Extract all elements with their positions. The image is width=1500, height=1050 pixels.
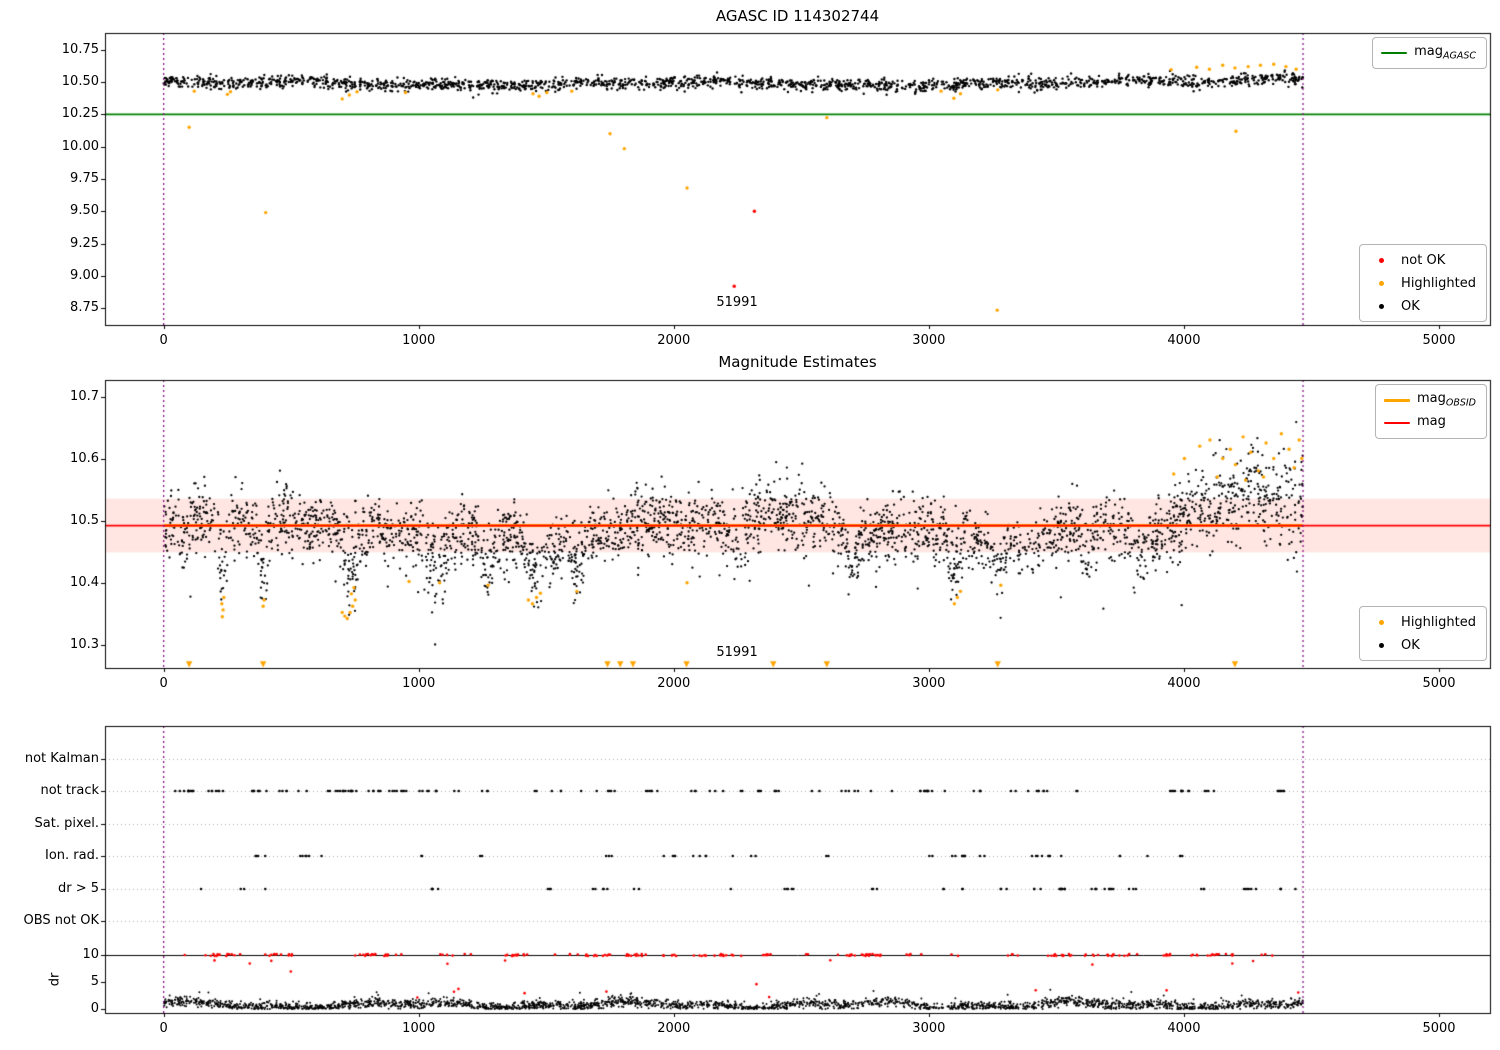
y-tick-label: 10.00 [61,138,99,154]
y-tick-label: 10.7 [70,389,99,405]
legend-label: Highlighted [1401,275,1476,291]
y-tick-label: 10.50 [61,74,99,90]
flag-category-label: OBS not OK [23,913,100,928]
highlighted-dot-swatch [1368,280,1394,286]
y-tick-label: 8.75 [70,300,99,316]
x-tick-label: 3000 [912,1021,946,1036]
x-tick-label: 1000 [402,333,436,348]
flag-category-label: Sat. pixel. [34,816,99,831]
y-tick-label: 9.75 [70,171,99,186]
dr-tick-label: 10 [82,947,99,962]
plot2-title: Magnitude Estimates [718,353,877,371]
x-tick-label: 3000 [912,333,946,348]
x-tick-label: 2000 [657,1021,691,1036]
x-tick-label: 2000 [657,333,691,348]
x-tick-label: 2000 [657,676,691,691]
legend-entry-ok: OK [1368,635,1476,655]
mag-agasc-line-swatch [1381,52,1408,54]
dr-tick-label: 0 [90,1001,99,1016]
flag-category-label: dr > 5 [57,881,99,896]
y-tick-label: 10.6 [70,451,99,467]
x-tick-label: 4000 [1167,333,1201,348]
legend-entry-mag-obsid: magOBSID [1383,390,1476,410]
ok-dot-swatch [1368,303,1394,309]
highlighted-dot-swatch [1368,619,1394,625]
x-tick-label: 0 [159,1021,168,1036]
y-tick-label: 10.75 [61,41,99,57]
flag-category-label: Ion. rad. [45,848,99,863]
plot1-marker-legend: not OK Highlighted OK [1359,244,1487,322]
x-tick-label: 5000 [1422,333,1456,348]
legend-label: mag [1416,414,1446,430]
plot2-line-legend: magOBSID mag [1374,384,1487,439]
y-tick-label: 10.3 [70,636,99,652]
legend-entry-mag: mag [1383,413,1476,433]
x-tick-label: 1000 [402,1021,436,1036]
x-tick-label: 0 [159,333,168,348]
plot1-obsid-annotation: 51991 [716,295,758,311]
legend-entry-mag-agasc: magAGASC [1381,43,1476,63]
legend-entry-highlighted: Highlighted [1368,612,1476,632]
y-tick-label: 10.4 [70,574,99,590]
x-tick-label: 5000 [1422,1021,1456,1036]
plot2-marker-legend: Highlighted OK [1359,606,1487,661]
y-tick-label: 10.25 [61,106,99,122]
legend-entry-highlighted: Highlighted [1368,273,1476,293]
x-tick-label: 0 [159,676,168,691]
plot2-obsid-annotation: 51991 [716,644,758,660]
y-tick-label: 9.50 [70,203,99,219]
legend-entry-not-ok: not OK [1368,250,1476,270]
plot1-line-legend: magAGASC [1372,37,1487,69]
mag-obsid-line-swatch [1383,398,1410,402]
legend-label: OK [1401,637,1420,653]
plot1-title: AGASC ID 114302744 [715,7,880,25]
x-tick-label: 4000 [1167,1021,1201,1036]
x-tick-label: 4000 [1167,676,1201,691]
legend-label: magOBSID [1416,391,1476,409]
legend-label: OK [1401,298,1420,314]
y-tick-label: 9.00 [70,267,99,283]
y-tick-label: 9.25 [70,235,99,251]
legend-label: Highlighted [1401,614,1476,630]
not-ok-dot-swatch [1368,257,1394,263]
dr-axis-label: dr [47,972,63,987]
legend-entry-ok: OK [1368,296,1476,316]
legend-label: not OK [1401,252,1446,268]
flag-category-label: not Kalman [24,751,99,766]
legend-label: magAGASC [1414,44,1476,62]
dr-tick-label: 5 [90,974,99,989]
y-tick-label: 10.5 [70,512,99,528]
mag-line-swatch [1383,422,1410,424]
x-tick-label: 3000 [912,676,946,691]
ok-dot-swatch [1368,642,1394,648]
x-tick-label: 1000 [402,676,436,691]
flag-category-label: not track [40,783,99,798]
x-tick-label: 5000 [1422,676,1456,691]
